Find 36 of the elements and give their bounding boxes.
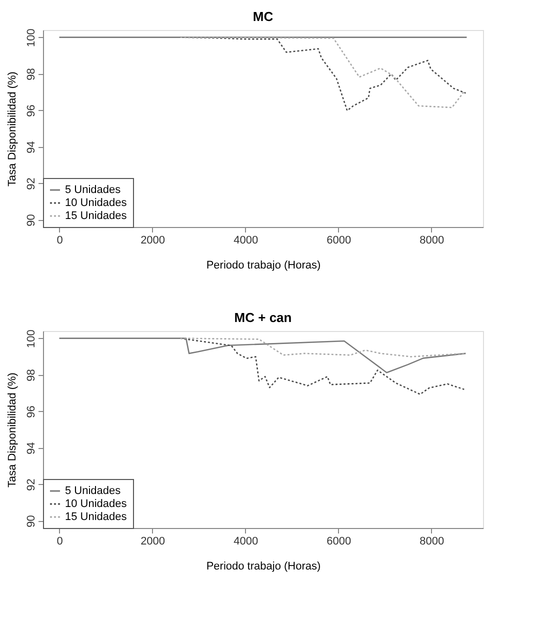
x-axis-title: Periodo trabajo (Horas) [206, 560, 321, 572]
x-tick-label: 8000 [420, 234, 444, 246]
y-tick-label: 92 [26, 178, 38, 190]
x-tick-label: 6000 [326, 536, 352, 548]
y-tick-label: 90 [26, 214, 38, 226]
y-tick-label: 94 [26, 141, 38, 154]
x-tick-label: 0 [56, 234, 63, 246]
legend-label: 5 Unidades [65, 184, 122, 196]
chart-title: MC + can [234, 310, 292, 326]
y-axis-title: Tasa Disponibilidad (%) [6, 372, 18, 488]
legend-label: 10 Unidades [65, 197, 128, 209]
y-tick-label: 98 [26, 369, 38, 382]
legend-label: 15 Unidades [65, 511, 128, 523]
x-tick-label: 4000 [234, 234, 258, 246]
y-tick-label: 100 [26, 28, 38, 47]
chart-title: MC [252, 9, 274, 24]
x-tick-label: 2000 [140, 536, 166, 548]
y-tick-label: 96 [26, 406, 38, 418]
y-tick-label: 92 [26, 478, 38, 491]
y-tick-label: 96 [26, 104, 38, 117]
x-tick-label: 0 [56, 536, 63, 548]
line-series [58, 338, 466, 374]
line-series [180, 338, 466, 358]
x-tick-label: 6000 [326, 234, 352, 246]
y-axis-title: Tasa Disponibilidad (%) [6, 72, 18, 186]
y-tick-label: 100 [26, 330, 38, 348]
y-tick-label: 90 [26, 515, 38, 528]
y-tick-label: 94 [26, 442, 38, 454]
legend-label: 5 Unidades [65, 485, 122, 497]
legend-label: 10 Unidades [65, 498, 128, 510]
x-axis-title: Periodo trabajo (Horas) [206, 260, 321, 272]
x-tick-label: 4000 [234, 536, 258, 548]
x-tick-label: 8000 [420, 536, 444, 548]
y-tick-label: 98 [26, 68, 38, 80]
x-tick-label: 2000 [140, 234, 166, 246]
legend-label: 15 Unidades [65, 210, 128, 222]
